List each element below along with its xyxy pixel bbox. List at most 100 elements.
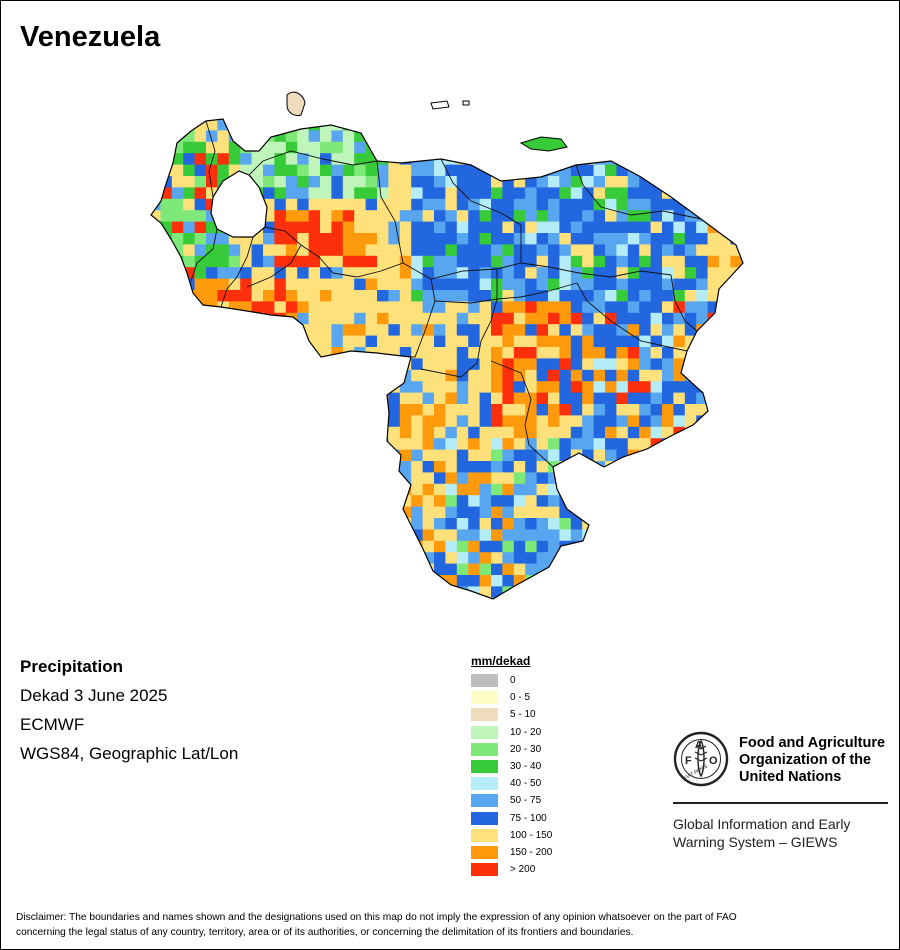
grid-cell bbox=[411, 347, 424, 359]
grid-cell bbox=[468, 506, 481, 519]
grid-cell bbox=[525, 335, 538, 348]
grid-cell bbox=[696, 290, 709, 302]
grid-cell bbox=[388, 221, 401, 234]
grid-cell bbox=[251, 563, 264, 576]
grid-cell bbox=[673, 255, 686, 268]
fao-logo-block: F A O FIAT PANIS Food and Agriculture Or… bbox=[673, 731, 888, 850]
grid-cell bbox=[536, 255, 549, 268]
grid-cell bbox=[399, 312, 412, 325]
grid-cell bbox=[456, 301, 469, 314]
grid-cell bbox=[263, 438, 275, 451]
grid-cell bbox=[502, 495, 515, 508]
grid-cell bbox=[297, 449, 310, 462]
grid-cell bbox=[525, 244, 538, 257]
grid-cell bbox=[240, 529, 253, 542]
grid-cell bbox=[616, 347, 629, 359]
grid-cell bbox=[194, 358, 207, 371]
grid-cell bbox=[411, 267, 424, 280]
grid-cell bbox=[342, 381, 355, 394]
grid-cell bbox=[639, 130, 652, 143]
grid-cell bbox=[308, 221, 321, 234]
grid-cell bbox=[388, 483, 401, 496]
grid-cell bbox=[422, 404, 435, 416]
grid-cell bbox=[434, 278, 446, 291]
grid-cell bbox=[741, 495, 743, 508]
grid-cell bbox=[434, 563, 446, 576]
grid-cell bbox=[274, 324, 287, 337]
grid-cell bbox=[160, 369, 173, 382]
grid-cell bbox=[399, 278, 412, 291]
grid-cell bbox=[399, 335, 412, 348]
grid-cell bbox=[684, 176, 697, 188]
grid-cell bbox=[297, 404, 310, 416]
grid-cell bbox=[468, 176, 481, 188]
grid-cell bbox=[151, 426, 161, 439]
grid-cell bbox=[593, 586, 606, 599]
grid-cell bbox=[684, 392, 697, 405]
grid-cell bbox=[719, 392, 731, 405]
grid-cell bbox=[696, 483, 709, 496]
grid-cell bbox=[570, 438, 583, 451]
grid-cell bbox=[662, 335, 674, 348]
grid-cell bbox=[627, 552, 640, 565]
grid-cell bbox=[684, 381, 697, 394]
legend-swatch bbox=[471, 760, 498, 774]
grid-cell bbox=[639, 575, 652, 587]
grid-cell bbox=[502, 267, 515, 280]
grid-cell bbox=[320, 233, 332, 245]
grid-cell bbox=[605, 472, 617, 485]
grid-cell bbox=[217, 518, 230, 530]
grid-cell bbox=[422, 518, 435, 530]
grid-cell bbox=[559, 369, 572, 382]
grid-cell bbox=[445, 324, 458, 337]
grid-cell bbox=[502, 312, 515, 325]
grid-cell bbox=[650, 130, 663, 143]
grid-cell bbox=[525, 495, 538, 508]
grid-cell bbox=[707, 290, 720, 302]
grid-cell bbox=[183, 255, 196, 268]
grid-cell bbox=[684, 369, 697, 382]
grid-cell bbox=[240, 552, 253, 565]
grid-cell bbox=[377, 575, 389, 587]
grid-cell bbox=[696, 119, 709, 131]
grid-cell bbox=[263, 392, 275, 405]
grid-cell bbox=[741, 324, 743, 337]
grid-cell bbox=[320, 324, 332, 337]
grid-cell bbox=[320, 529, 332, 542]
grid-cell bbox=[627, 540, 640, 553]
grid-cell bbox=[513, 153, 526, 166]
grid-cell bbox=[502, 597, 515, 599]
grid-cell bbox=[365, 415, 378, 428]
grid-cell bbox=[627, 312, 640, 325]
grid-cell bbox=[354, 495, 367, 508]
grid-cell bbox=[194, 290, 207, 302]
grid-cell bbox=[228, 392, 241, 405]
grid-cell bbox=[491, 540, 503, 553]
grid-cell bbox=[502, 221, 515, 234]
grid-cell bbox=[308, 119, 321, 131]
grid-cell bbox=[582, 415, 595, 428]
grid-cell bbox=[194, 312, 207, 325]
grid-cell bbox=[434, 597, 446, 599]
grid-cell bbox=[388, 404, 401, 416]
grid-cell bbox=[707, 426, 720, 439]
grid-cell bbox=[479, 130, 492, 143]
grid-cell bbox=[741, 381, 743, 394]
grid-cell bbox=[274, 164, 287, 177]
grid-cell bbox=[194, 244, 207, 257]
grid-cell bbox=[570, 461, 583, 473]
grid-cell bbox=[559, 438, 572, 451]
grid-cell bbox=[217, 358, 230, 371]
grid-cell bbox=[320, 495, 332, 508]
grid-cell bbox=[183, 426, 196, 439]
grid-cell bbox=[593, 278, 606, 291]
grid-cell bbox=[707, 461, 720, 473]
grid-cell bbox=[639, 141, 652, 154]
grid-cell bbox=[730, 301, 743, 314]
grid-cell bbox=[650, 233, 663, 245]
grid-cell bbox=[468, 141, 481, 154]
grid-cell bbox=[479, 153, 492, 166]
grid-cell bbox=[662, 347, 674, 359]
grid-cell bbox=[399, 597, 412, 599]
grid-cell bbox=[684, 153, 697, 166]
